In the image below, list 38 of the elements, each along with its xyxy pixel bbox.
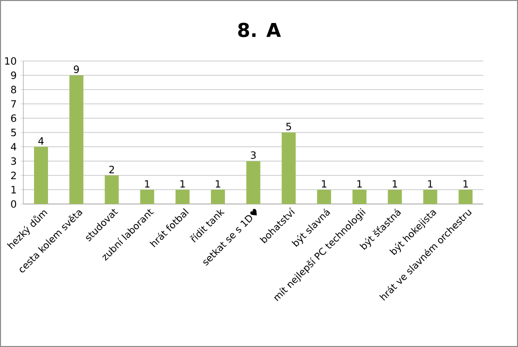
bar: [317, 190, 332, 204]
bar: [140, 190, 154, 204]
data-label: 1: [216, 180, 220, 188]
bar: [458, 190, 473, 204]
y-tick-label: 4: [10, 143, 16, 150]
data-label: 5: [286, 122, 292, 130]
y-tick-label: 10: [5, 57, 16, 65]
bar: [423, 190, 438, 204]
y-tick-label: 8: [11, 86, 16, 94]
chart-title: 8. A: [238, 22, 281, 38]
y-tick-label: 5: [11, 128, 16, 136]
data-label: 1: [428, 180, 432, 188]
y-tick-label: 2: [11, 172, 16, 180]
bar: [388, 190, 402, 204]
bar: [352, 190, 366, 204]
data-label: 2: [109, 166, 114, 174]
y-tick-label: 7: [11, 100, 16, 108]
data-label: 1: [180, 180, 185, 188]
y-tick-label: 3: [11, 157, 16, 165]
bar: [104, 175, 119, 204]
bar: [282, 132, 296, 204]
data-label: 3: [250, 151, 256, 159]
bar: [69, 75, 84, 204]
bar: [210, 190, 225, 204]
data-label: 1: [145, 180, 150, 188]
data-label: 1: [357, 180, 362, 188]
y-tick-label: 1: [12, 186, 16, 194]
data-label: 1: [392, 180, 398, 188]
y-tick-label: 6: [11, 114, 16, 122]
data-label: 4: [38, 137, 44, 145]
y-tick-label: 0: [11, 200, 16, 208]
data-label: 1: [464, 180, 468, 188]
bar: [246, 161, 260, 204]
data-label: 9: [74, 66, 79, 74]
y-tick-label: 9: [11, 72, 16, 80]
data-label: 1: [322, 180, 326, 188]
bar: [34, 146, 48, 204]
bar: [176, 190, 190, 204]
